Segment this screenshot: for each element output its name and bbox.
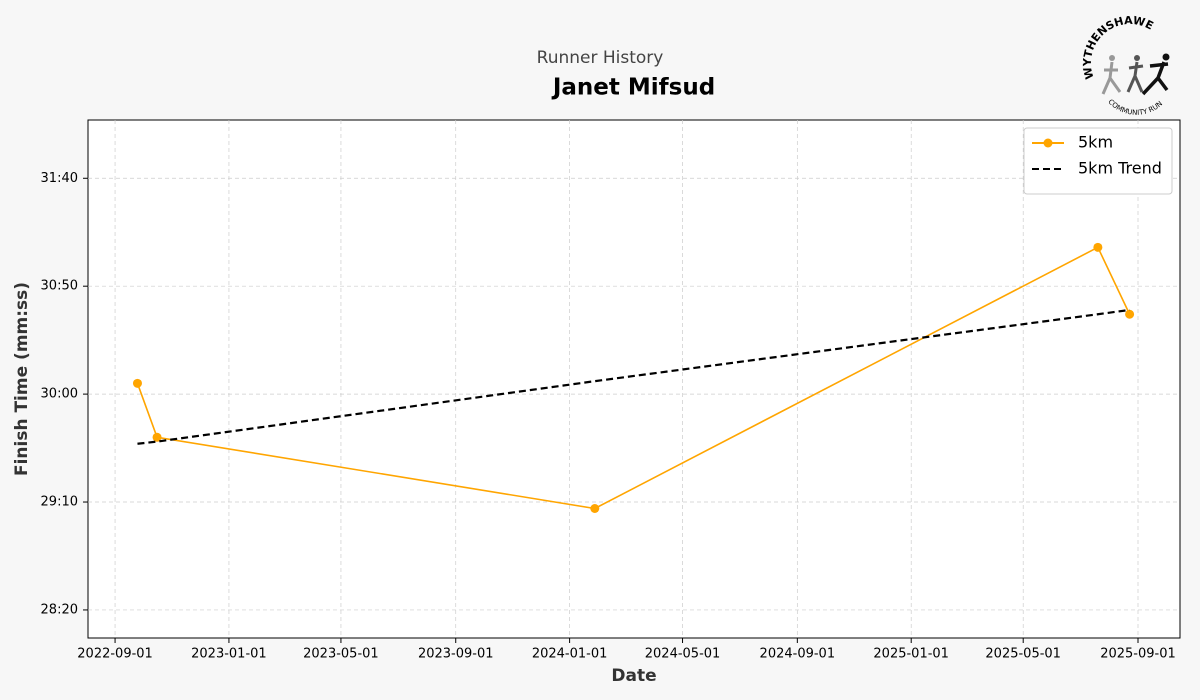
chart-title: Janet Mifsud	[551, 75, 715, 101]
data-point	[132, 378, 142, 388]
x-tick-label: 2024-01-01	[532, 647, 608, 662]
x-tick-label: 2023-09-01	[418, 647, 494, 662]
y-tick-label: 28:20	[41, 602, 78, 617]
logo-runner	[1109, 55, 1115, 61]
plot-area	[87, 119, 1181, 639]
x-tick-label: 2024-09-01	[760, 647, 836, 662]
chart-supertitle: Runner History	[537, 48, 664, 68]
y-tick-label: 31:40	[41, 171, 78, 186]
legend-label: 5km	[1078, 133, 1113, 152]
y-tick-label: 30:00	[41, 387, 78, 402]
logo-runner	[1141, 61, 1169, 96]
x-tick-label: 2025-05-01	[985, 647, 1061, 662]
x-tick-label: 2023-05-01	[303, 647, 379, 662]
legend-box	[1023, 127, 1173, 195]
x-axis-label: Date	[611, 666, 656, 686]
x-tick-label: 2024-05-01	[645, 647, 721, 662]
data-point	[590, 504, 600, 513]
y-tick-label: 30:50	[41, 279, 78, 294]
data-point	[1125, 309, 1135, 319]
logo-runner	[1162, 53, 1170, 61]
x-tick-label: 2023-01-01	[191, 647, 267, 662]
series-line	[137, 308, 1130, 445]
data-point	[152, 432, 162, 442]
legend-label: 5km Trend	[1078, 159, 1162, 178]
legend-marker	[1043, 138, 1053, 148]
data-point	[1093, 242, 1103, 252]
y-tick-label: 29:10	[41, 495, 78, 510]
logo-runner	[1101, 61, 1122, 95]
x-tick-label: 2022-09-01	[77, 647, 153, 662]
x-tick-label: 2025-01-01	[873, 647, 949, 662]
logo-runner	[1134, 55, 1140, 61]
logo-runner	[1126, 61, 1144, 93]
x-tick-label: 2025-09-01	[1100, 647, 1176, 662]
y-axis-label: Finish Time (mm:ss)	[12, 282, 32, 476]
